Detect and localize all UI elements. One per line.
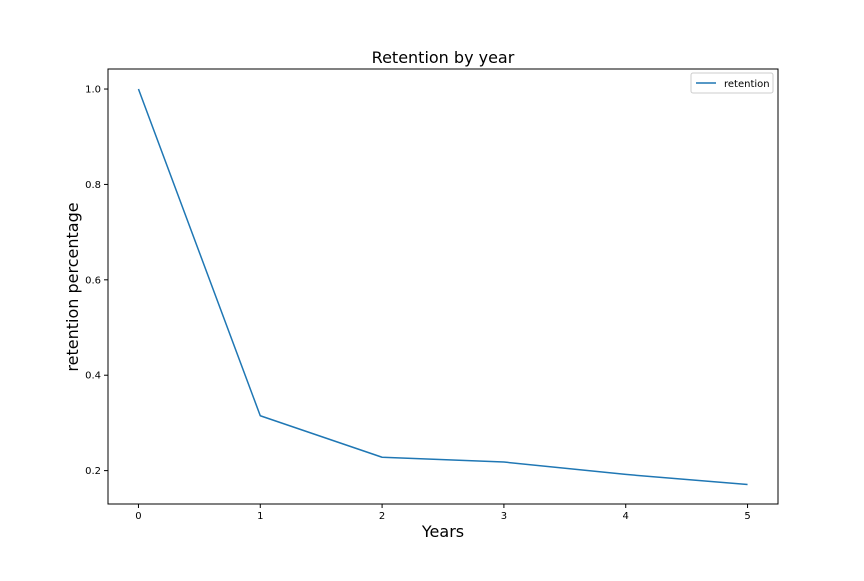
y-tick-label: 0.6 [85, 275, 101, 286]
y-tick-label: 1.0 [85, 85, 101, 96]
y-tick-label: 0.2 [85, 466, 101, 477]
plot-frame [107, 68, 779, 505]
x-tick-label: 1 [257, 511, 263, 522]
x-tick-label: 2 [379, 511, 385, 522]
legend: retention [690, 72, 774, 94]
x-tick-label: 4 [623, 511, 629, 522]
x-tick-label: 0 [135, 511, 141, 522]
chart-title: Retention by year [372, 48, 515, 67]
legend-box [690, 72, 774, 94]
x-tick-label: 3 [501, 511, 507, 522]
legend-label-retention: retention [724, 79, 770, 90]
y-tick-label: 0.4 [85, 371, 101, 382]
plot-area: 0 1 2 3 4 5 0.2 0.4 0.6 0.8 1.0 [85, 68, 779, 522]
y-axis-title: retention percentage [63, 202, 82, 371]
x-axis-title: Years [421, 522, 464, 541]
y-tick-label: 0.8 [85, 180, 101, 191]
x-tick-label: 5 [744, 511, 750, 522]
series-line-retention [137, 88, 748, 486]
